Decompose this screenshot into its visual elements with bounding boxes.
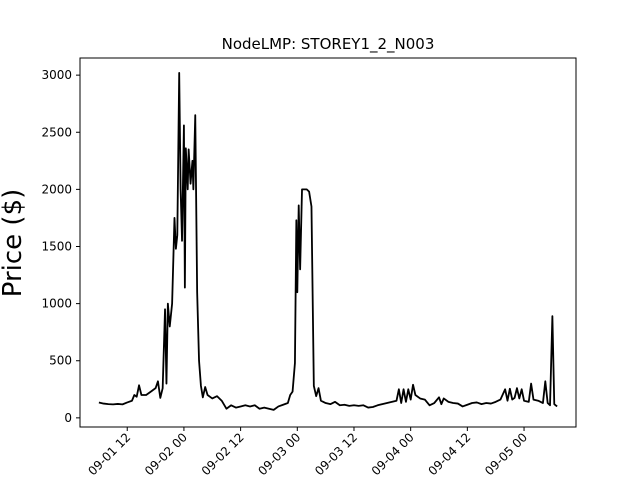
y-tick-label: 2000 <box>41 182 72 196</box>
x-tick-label: 09-02 00 <box>142 430 190 478</box>
x-tick-label: 09-02 12 <box>199 430 247 478</box>
y-tick-label: 1500 <box>41 239 72 253</box>
y-tick-label: 1000 <box>41 297 72 311</box>
x-tick-label: 09-03 12 <box>312 430 360 478</box>
y-tick-label: 500 <box>49 354 72 368</box>
x-tick-label: 09-04 00 <box>369 430 417 478</box>
price-line <box>98 71 558 411</box>
x-tick-label: 09-04 12 <box>425 430 473 478</box>
y-tick-label: 0 <box>64 411 72 425</box>
chart-title: NodeLMP: STOREY1_2_N003 <box>222 35 435 54</box>
x-tick-label: 09-03 00 <box>255 430 303 478</box>
x-tick-label: 09-05 00 <box>482 430 530 478</box>
x-tick-label: 09-01 12 <box>85 430 133 478</box>
x-axis-ticks: 09-01 12 09-02 00 09-02 12 09-03 00 09-03 12… <box>85 427 530 478</box>
y-tick-label: 2500 <box>41 125 72 139</box>
y-axis-ticks: 0 500 1000 1500 2000 2500 3000 <box>41 68 80 425</box>
y-tick-label: 3000 <box>41 68 72 82</box>
plot-area-frame <box>79 57 577 428</box>
y-axis-label: Price ($) <box>0 189 28 298</box>
